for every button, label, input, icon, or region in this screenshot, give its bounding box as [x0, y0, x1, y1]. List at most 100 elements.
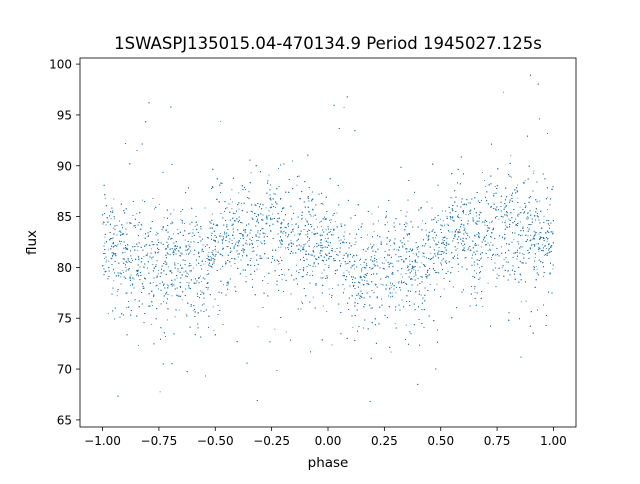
data-point [137, 250, 139, 252]
data-point [192, 267, 194, 269]
data-point [230, 265, 232, 267]
data-point [387, 221, 389, 223]
data-point [120, 243, 122, 245]
data-point [106, 259, 108, 261]
data-point [511, 176, 512, 178]
data-point [258, 215, 259, 217]
data-point [489, 249, 491, 251]
data-point [330, 222, 332, 224]
data-point [522, 246, 524, 248]
data-point [435, 237, 436, 239]
data-point [398, 280, 400, 282]
data-point [420, 294, 422, 296]
data-point [446, 223, 448, 225]
data-point [327, 234, 329, 235]
data-point [112, 227, 114, 229]
data-point [390, 287, 392, 289]
data-point [212, 306, 214, 308]
data-point [205, 261, 206, 262]
data-point [415, 252, 417, 254]
data-point [192, 310, 194, 312]
data-point [118, 230, 120, 232]
data-point [444, 224, 445, 226]
data-point [502, 91, 504, 93]
data-point [508, 218, 510, 220]
data-point [140, 223, 142, 225]
data-point [313, 247, 315, 249]
data-point [315, 218, 317, 220]
data-point [127, 259, 129, 261]
data-point [368, 246, 370, 248]
data-point [183, 223, 185, 224]
data-point [265, 207, 267, 209]
data-point [348, 274, 350, 275]
data-point [458, 231, 460, 233]
data-point [386, 215, 387, 217]
data-point [481, 172, 483, 173]
data-point [548, 249, 549, 251]
data-point [225, 261, 227, 263]
data-point [308, 229, 309, 231]
data-point [422, 220, 423, 222]
data-point [449, 231, 451, 233]
data-point [494, 185, 496, 187]
data-point [188, 273, 190, 275]
data-point [202, 292, 204, 294]
data-point [373, 231, 375, 233]
data-point [451, 231, 453, 233]
data-point [207, 270, 209, 271]
data-point [344, 238, 346, 240]
data-point [233, 237, 235, 239]
data-point [267, 283, 269, 284]
data-point [272, 213, 274, 215]
data-point [288, 225, 290, 227]
data-point [424, 256, 425, 258]
data-point [548, 220, 550, 222]
data-point [465, 214, 467, 216]
data-point [547, 220, 549, 222]
data-point [375, 265, 377, 266]
data-point [104, 236, 106, 238]
data-point [168, 244, 170, 246]
data-point [186, 281, 188, 283]
data-point [246, 235, 248, 237]
data-point [374, 283, 376, 285]
data-point [240, 238, 241, 239]
data-point [545, 244, 546, 246]
data-point [475, 222, 477, 224]
data-point [508, 270, 510, 272]
data-point [543, 215, 545, 217]
data-point [437, 244, 438, 245]
data-point [515, 218, 516, 220]
data-point [463, 226, 465, 228]
data-point [138, 344, 139, 346]
data-point [275, 207, 276, 208]
data-point [220, 120, 222, 122]
data-point [192, 228, 194, 230]
data-point [344, 231, 346, 233]
data-point [501, 246, 502, 248]
data-point [392, 274, 394, 275]
data-point [279, 262, 281, 264]
data-point [126, 306, 128, 308]
data-point [180, 219, 182, 221]
data-point [413, 269, 415, 271]
data-point [441, 210, 443, 212]
data-point [443, 288, 445, 290]
data-point [292, 230, 294, 232]
data-point [180, 277, 182, 279]
data-point [392, 265, 394, 267]
data-point [245, 276, 247, 277]
data-point [321, 272, 323, 274]
data-point [391, 262, 393, 264]
data-point [237, 256, 239, 258]
data-point [441, 259, 443, 261]
data-point [104, 242, 106, 244]
data-point [472, 217, 474, 219]
data-point [153, 295, 155, 297]
data-point [343, 107, 345, 108]
data-point [314, 265, 316, 267]
data-point [333, 230, 335, 232]
data-point [194, 225, 196, 227]
data-point [107, 313, 109, 314]
